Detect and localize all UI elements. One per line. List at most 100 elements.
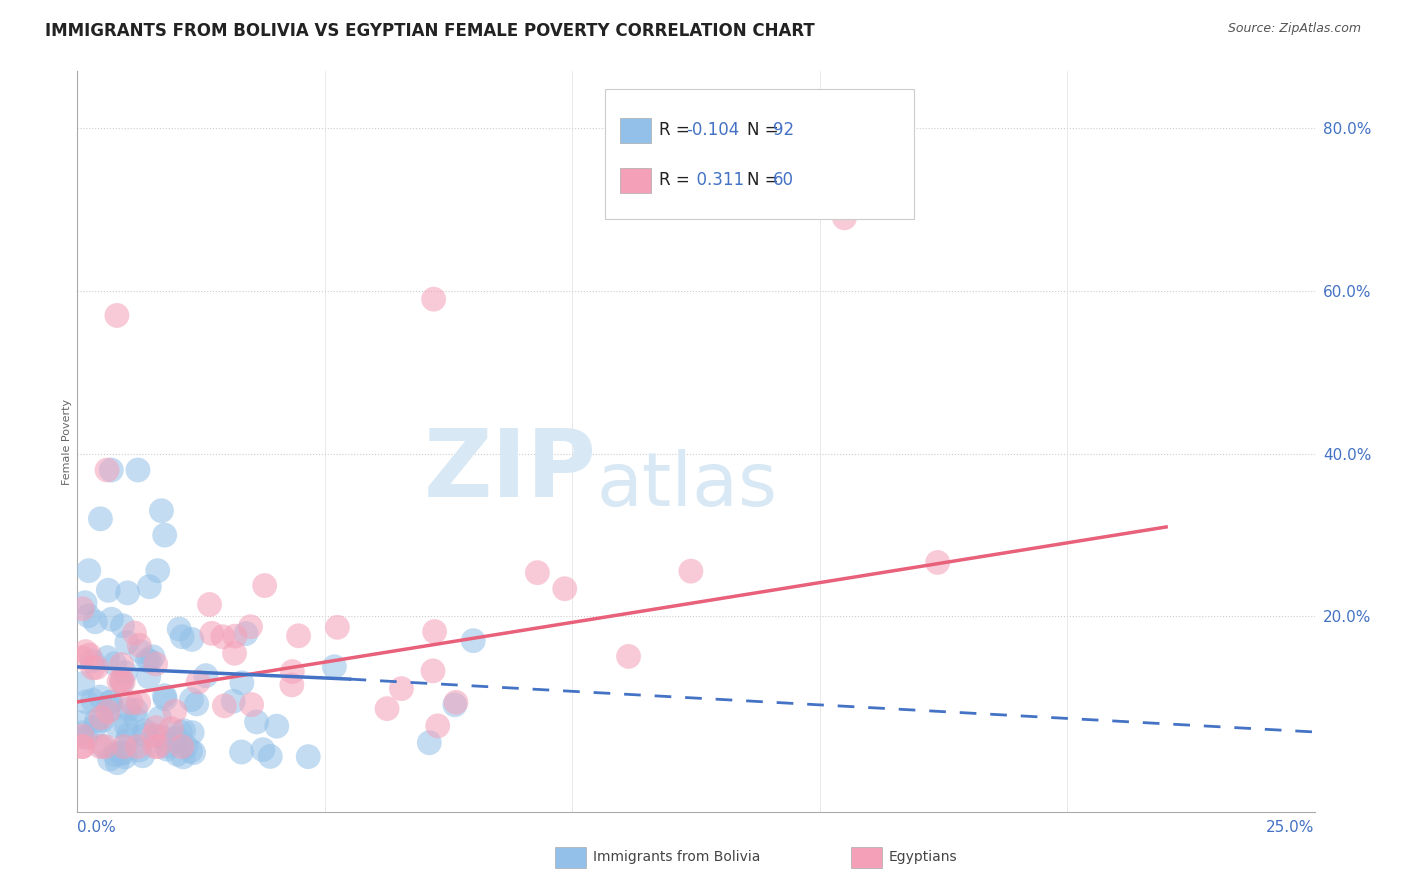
Point <box>96 463 118 477</box>
Point <box>444 695 467 709</box>
Point <box>155 739 177 753</box>
Point <box>72 650 94 665</box>
Point <box>426 719 449 733</box>
Point <box>118 727 141 741</box>
Point <box>194 668 217 682</box>
Point <box>90 711 112 725</box>
Point <box>91 739 114 753</box>
Point <box>75 645 97 659</box>
Point <box>142 649 165 664</box>
Point <box>101 702 124 716</box>
Point <box>143 739 166 754</box>
Point <box>266 719 288 733</box>
Point <box>72 715 94 730</box>
Point <box>252 742 274 756</box>
Text: 25.0%: 25.0% <box>1267 820 1315 835</box>
Point <box>72 676 94 690</box>
Point <box>129 645 152 659</box>
Point <box>75 596 97 610</box>
Point <box>110 673 132 687</box>
Point <box>79 648 101 662</box>
Point <box>323 659 346 673</box>
Point <box>554 582 576 596</box>
Point <box>75 731 97 745</box>
Point <box>124 626 146 640</box>
Point <box>240 698 263 712</box>
Point <box>131 748 153 763</box>
Point <box>172 630 194 644</box>
Point <box>89 739 111 754</box>
Point <box>134 723 156 738</box>
Point <box>89 690 111 704</box>
Point <box>94 739 117 754</box>
Point <box>108 674 131 689</box>
Point <box>155 692 177 706</box>
Point <box>418 736 440 750</box>
Point <box>145 721 167 735</box>
Point <box>98 695 121 709</box>
Point <box>180 692 202 706</box>
Point <box>444 698 467 712</box>
Text: Egyptians: Egyptians <box>889 850 957 864</box>
Text: Source: ZipAtlas.com: Source: ZipAtlas.com <box>1227 22 1361 36</box>
Text: ZIP: ZIP <box>425 425 598 517</box>
Point <box>326 620 349 634</box>
Point <box>111 675 134 690</box>
Point <box>146 564 169 578</box>
Point <box>181 725 204 739</box>
Text: N =: N = <box>747 120 783 138</box>
Point <box>422 292 444 306</box>
Point <box>127 463 149 477</box>
Point <box>96 650 118 665</box>
Point <box>77 608 100 623</box>
Point <box>128 638 150 652</box>
Point <box>149 711 172 725</box>
Text: R =: R = <box>659 171 696 189</box>
Point <box>153 528 176 542</box>
Point <box>172 750 194 764</box>
Point <box>115 718 138 732</box>
Point <box>100 612 122 626</box>
Point <box>150 504 173 518</box>
Point <box>927 556 949 570</box>
Point <box>139 654 162 668</box>
Text: 0.311: 0.311 <box>686 171 744 189</box>
Point <box>231 745 253 759</box>
Point <box>463 633 485 648</box>
Point <box>183 746 205 760</box>
Point <box>72 739 94 754</box>
Point <box>82 654 104 668</box>
Point <box>111 747 134 761</box>
Point <box>125 712 148 726</box>
Point <box>198 598 221 612</box>
Point <box>125 703 148 717</box>
Point <box>186 697 208 711</box>
Point <box>98 752 121 766</box>
Point <box>201 626 224 640</box>
Point <box>138 670 160 684</box>
Point <box>114 749 136 764</box>
Point <box>281 665 304 679</box>
Point <box>214 698 236 713</box>
Point <box>526 566 548 580</box>
Point <box>180 632 202 647</box>
Point <box>100 463 122 477</box>
Point <box>110 657 132 672</box>
Point <box>156 742 179 756</box>
Point <box>422 664 444 678</box>
Point <box>287 629 309 643</box>
Point <box>160 722 183 736</box>
Point <box>169 725 191 739</box>
Point <box>127 739 149 754</box>
Point <box>112 739 135 754</box>
Point <box>375 701 398 715</box>
Point <box>82 693 104 707</box>
Point <box>142 728 165 742</box>
Point <box>134 728 156 742</box>
Point <box>174 739 197 754</box>
Point <box>391 681 413 696</box>
Y-axis label: Female Poverty: Female Poverty <box>62 399 72 484</box>
Point <box>105 309 128 323</box>
Point <box>165 731 187 746</box>
Point <box>91 714 114 728</box>
